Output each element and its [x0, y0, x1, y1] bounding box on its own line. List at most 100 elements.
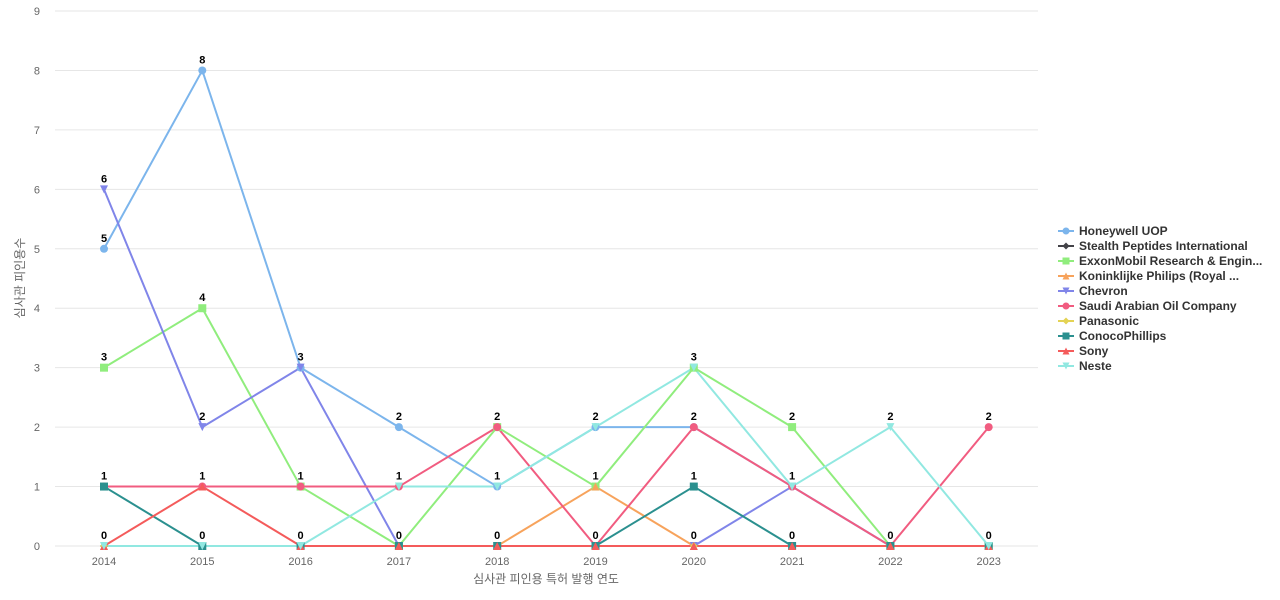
data-label: 2 — [396, 411, 402, 423]
data-point — [100, 363, 108, 372]
data-point — [100, 185, 108, 194]
x-tick-label: 2021 — [780, 556, 804, 568]
legend-item[interactable]: Saudi Arabian Oil Company — [1058, 299, 1237, 313]
legend-item[interactable]: Koninklijke Philips (Royal ... — [1058, 269, 1239, 283]
data-point — [296, 482, 305, 491]
data-label: 1 — [101, 471, 107, 483]
data-label: 0 — [691, 530, 697, 542]
data-label: 1 — [691, 471, 697, 483]
series-line — [104, 485, 989, 547]
data-point — [886, 542, 895, 550]
legend-item[interactable]: Stealth Peptides International — [1058, 239, 1248, 253]
legend-item[interactable]: Neste — [1058, 359, 1112, 373]
data-point — [296, 542, 305, 550]
data-point — [689, 542, 698, 550]
legend-item[interactable]: Sony — [1058, 344, 1109, 358]
data-point — [984, 542, 993, 550]
data-label: 0 — [789, 530, 795, 542]
data-point — [198, 482, 207, 491]
data-point — [100, 542, 108, 550]
y-tick-label: 5 — [34, 244, 40, 256]
x-tick-label: 2017 — [387, 556, 411, 568]
data-label: 8 — [199, 54, 205, 66]
series-lines — [103, 69, 990, 547]
data-point — [296, 363, 305, 372]
data-label: 0 — [199, 530, 205, 542]
legend-label: Honeywell UOP — [1079, 224, 1168, 238]
legend-item[interactable]: ConocoPhillips — [1058, 329, 1167, 343]
data-label: 2 — [691, 411, 697, 423]
data-point — [689, 482, 698, 491]
data-label: 0 — [592, 530, 598, 542]
legend-label: Stealth Peptides International — [1079, 239, 1248, 253]
data-point — [493, 482, 502, 491]
series-markers — [100, 66, 993, 550]
y-tick-label: 3 — [34, 363, 40, 375]
data-label: 3 — [298, 352, 304, 364]
data-label: 0 — [298, 530, 304, 542]
data-label: 1 — [396, 471, 402, 483]
data-label: 0 — [887, 530, 893, 542]
legend-label: Saudi Arabian Oil Company — [1079, 299, 1237, 313]
legend-label: ConocoPhillips — [1079, 329, 1167, 343]
data-point — [689, 423, 698, 432]
y-axis-title: 심사관 피인용수 — [13, 238, 27, 319]
data-label: 1 — [298, 471, 304, 483]
legend-marker — [1062, 242, 1070, 250]
legend-marker — [1062, 272, 1070, 280]
legend-label: Neste — [1079, 359, 1112, 373]
data-label: 2 — [494, 411, 500, 423]
legend-label: Chevron — [1079, 284, 1128, 298]
legend-item[interactable]: Honeywell UOP — [1058, 224, 1168, 238]
data-point — [493, 423, 502, 432]
legend-marker — [1062, 257, 1070, 265]
data-label: 2 — [592, 411, 598, 423]
legend-label: Panasonic — [1079, 314, 1139, 328]
y-tick-label: 0 — [34, 541, 40, 553]
x-axis-title: 심사관 피인용 특허 발행 연도 — [473, 571, 619, 586]
legend-label: Koninklijke Philips (Royal ... — [1079, 269, 1239, 283]
legend-marker — [1062, 332, 1070, 340]
data-point — [788, 423, 797, 432]
y-tick-label: 4 — [34, 303, 40, 315]
series-line — [104, 426, 990, 547]
data-label: 2 — [199, 411, 205, 423]
legend-item[interactable]: ExxonMobil Research & Engin... — [1058, 254, 1262, 268]
legend-item[interactable]: Panasonic — [1058, 314, 1139, 328]
data-point — [100, 244, 108, 253]
data-point — [198, 542, 207, 550]
legend-marker — [1062, 362, 1070, 370]
legend-marker — [1062, 227, 1070, 235]
data-label: 1 — [199, 471, 205, 483]
legend-marker — [1062, 302, 1070, 310]
y-tick-label: 9 — [34, 6, 40, 18]
data-point — [591, 482, 600, 491]
grid-lines — [55, 10, 1038, 547]
legend-item[interactable]: Chevron — [1058, 284, 1128, 298]
y-tick-label: 6 — [34, 184, 40, 196]
data-label: 2 — [986, 411, 992, 423]
data-label: 2 — [789, 411, 795, 423]
data-label: 2 — [887, 411, 893, 423]
x-tick-label: 2022 — [878, 556, 902, 568]
x-tick-label: 2016 — [288, 556, 312, 568]
x-tick-label: 2020 — [682, 556, 706, 568]
data-label: 0 — [494, 530, 500, 542]
x-tick-label: 2019 — [583, 556, 607, 568]
legend-marker — [1062, 347, 1070, 355]
series-line — [104, 366, 990, 547]
legend-marker — [1062, 287, 1070, 295]
data-point — [198, 423, 207, 432]
data-label: 5 — [101, 233, 107, 245]
y-axis-ticks: 0 1 2 3 4 5 6 7 8 9 — [34, 6, 40, 553]
data-point — [198, 66, 207, 75]
y-tick-label: 1 — [34, 482, 40, 494]
y-tick-label: 2 — [34, 422, 40, 434]
data-label: 3 — [691, 352, 697, 364]
data-labels: 6 5 3 1 0 8 4 2 1 0 3 1 0 2 1 0 2 1 0 2 1 0 3 2 1 0 2 1 0 2 0 2 0 — [101, 54, 992, 542]
series-line — [103, 485, 989, 547]
data-point — [591, 542, 600, 550]
data-point — [394, 482, 403, 491]
